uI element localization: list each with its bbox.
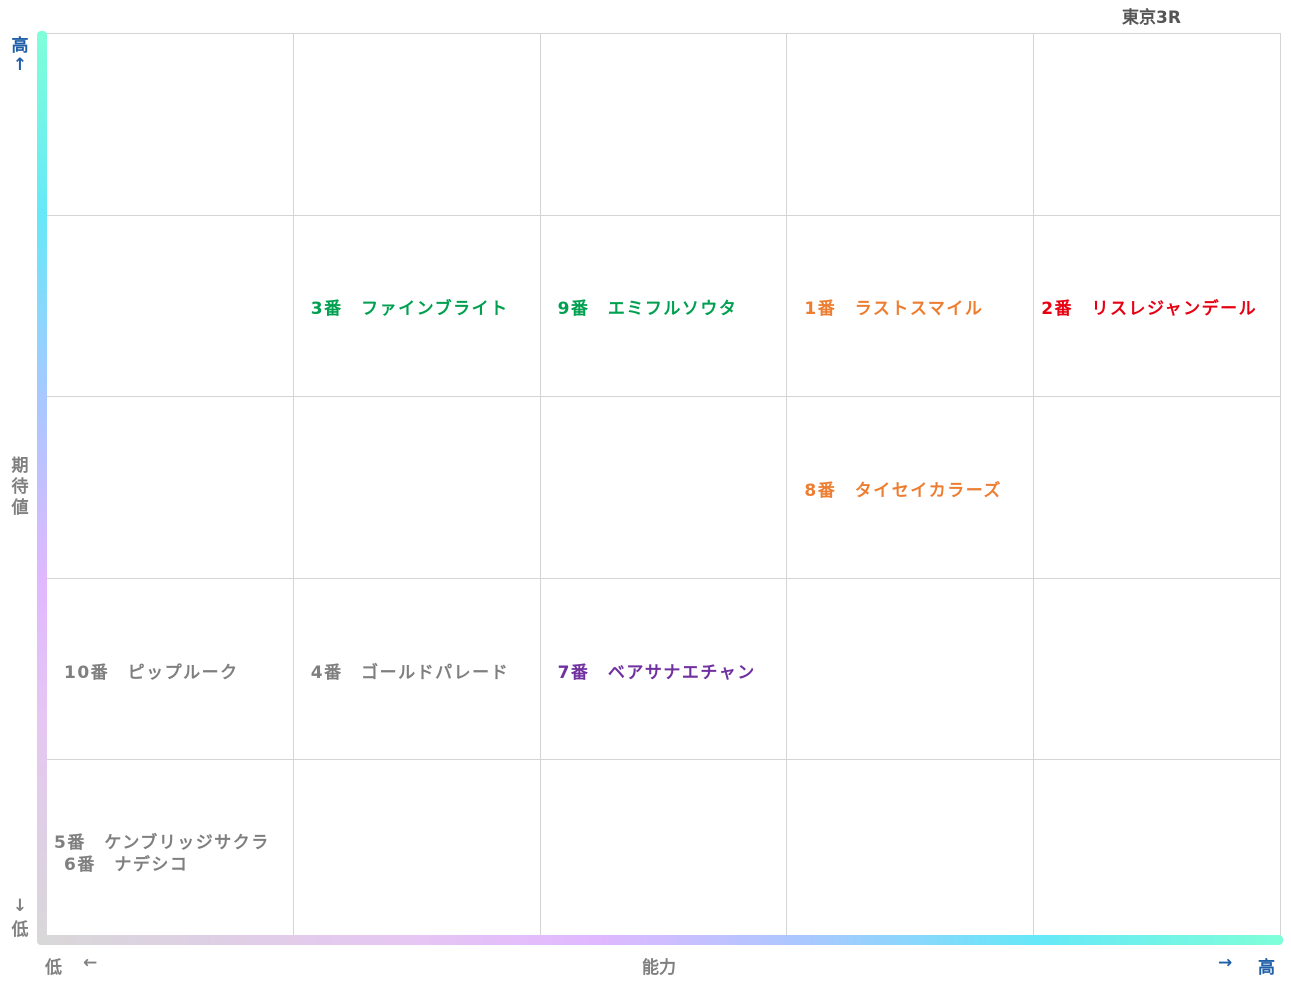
x-axis-low-arrow: ←: [83, 953, 98, 973]
grid-hline: [46, 214, 1280, 216]
horse-entry: 7番 ベアサナエチャン: [557, 662, 756, 683]
horse-entry: 1番 ラストスマイル: [804, 299, 984, 320]
grid-hline: [46, 396, 1280, 398]
chart-grid: [46, 33, 1281, 942]
x-axis-low-label: 低: [45, 958, 62, 978]
horse-entry: 3番 ファインブライト: [310, 299, 509, 320]
y-axis-label-char: 値: [11, 498, 29, 518]
grid-vline: [292, 33, 294, 941]
y-axis-label-char: 期: [11, 456, 29, 476]
y-axis-label-char: 待: [11, 477, 29, 497]
y-axis-bar: [37, 31, 47, 945]
grid-vline: [1033, 33, 1035, 941]
x-axis-bar: [37, 935, 1283, 945]
horse-entry: 6番 ナデシコ: [64, 855, 189, 876]
y-axis-low-arrow: ↓: [12, 896, 28, 916]
y-axis-low-label: 低: [11, 920, 29, 940]
x-axis-label: 能力: [642, 958, 676, 978]
horse-entry: 5番 ケンブリッジサクラ: [54, 833, 270, 854]
y-axis-high-label: 高: [11, 36, 29, 56]
chart-title: 東京3R: [1122, 8, 1181, 28]
horse-entry: 4番 ゴールドパレード: [310, 662, 510, 683]
horse-entry: 2番 リスレジャンデール: [1041, 299, 1258, 320]
horse-entry: 9番 エミフルソウタ: [557, 299, 738, 320]
grid-hline: [46, 577, 1280, 579]
grid-hline: [46, 759, 1280, 761]
grid-vline: [786, 33, 788, 941]
y-axis-label: 期待値: [9, 456, 31, 519]
horse-entry: 8番 タイセイカラーズ: [804, 481, 1002, 501]
horse-entry: 10番 ピップルーク: [64, 662, 239, 683]
grid-vline: [1280, 33, 1281, 941]
x-axis-high-arrow: →: [1218, 953, 1233, 973]
grid-hline: [46, 33, 1280, 34]
y-axis-high-arrow: ↑: [12, 55, 28, 75]
x-axis-high-label: 高: [1258, 958, 1275, 978]
grid-vline: [539, 33, 541, 941]
